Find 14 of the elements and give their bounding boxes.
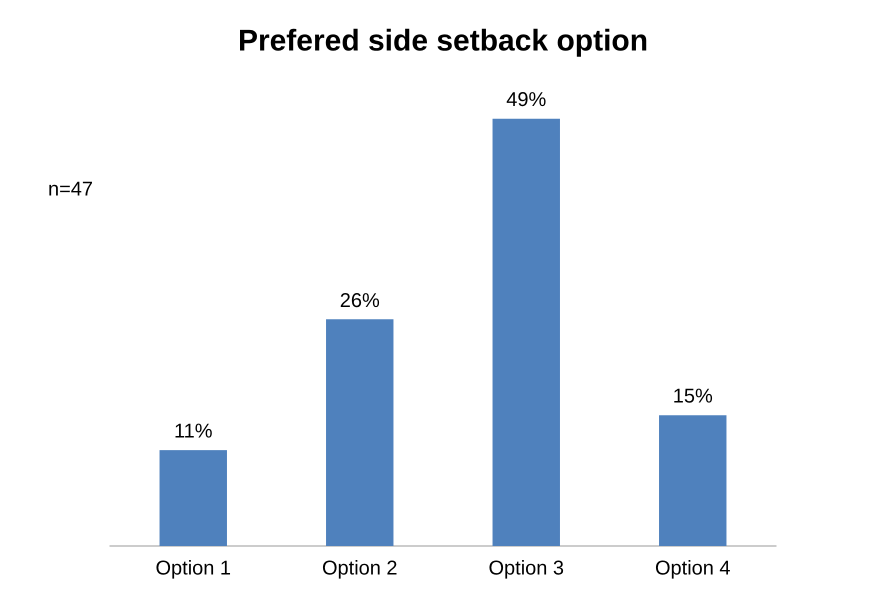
chart-title: Prefered side setback option (238, 24, 648, 58)
x-tick-label: Option 4 (654, 558, 731, 580)
data-label: 49% (506, 89, 546, 112)
data-label: 15% (672, 386, 713, 408)
bar (160, 450, 227, 546)
x-tick-label: Option 1 (155, 558, 232, 580)
text: n=47 (48, 178, 94, 201)
data-label: 26% (340, 290, 380, 312)
bar (659, 415, 726, 546)
bar (492, 118, 560, 546)
data-label: 11% (174, 420, 213, 443)
bar (326, 319, 394, 546)
x-tick-label: Option 2 (322, 558, 398, 580)
x-tick-label: Option 3 (488, 558, 564, 580)
